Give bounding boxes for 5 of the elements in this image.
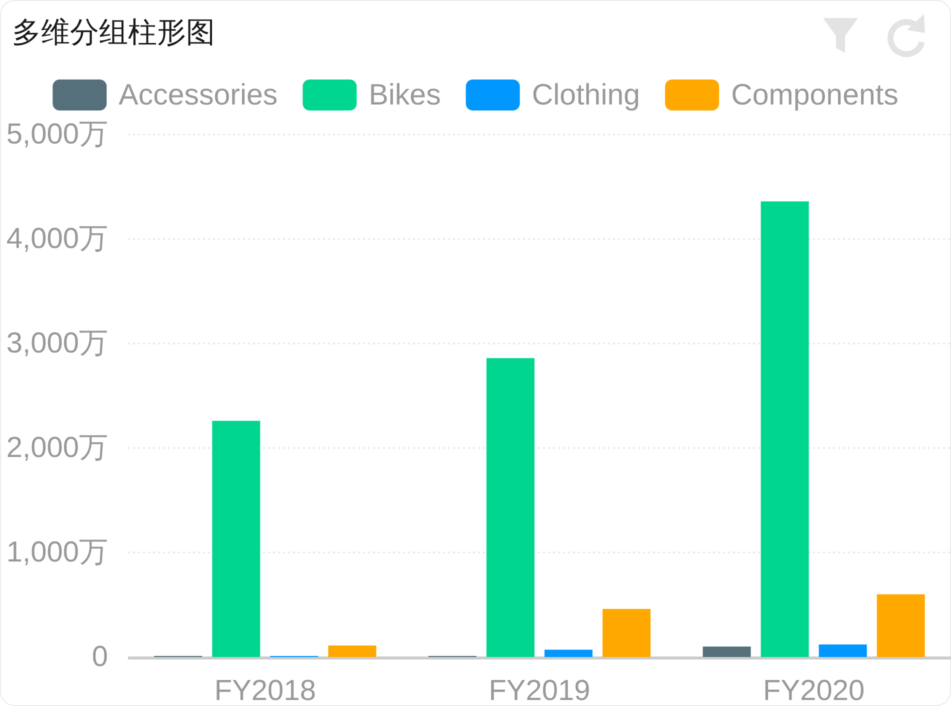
legend-label: Bikes xyxy=(368,78,441,112)
title: 多维分组柱形图 xyxy=(12,17,215,49)
legend-label: Components xyxy=(731,78,898,112)
legend-label: Clothing xyxy=(532,78,640,112)
legend-label: Accessories xyxy=(118,78,278,112)
